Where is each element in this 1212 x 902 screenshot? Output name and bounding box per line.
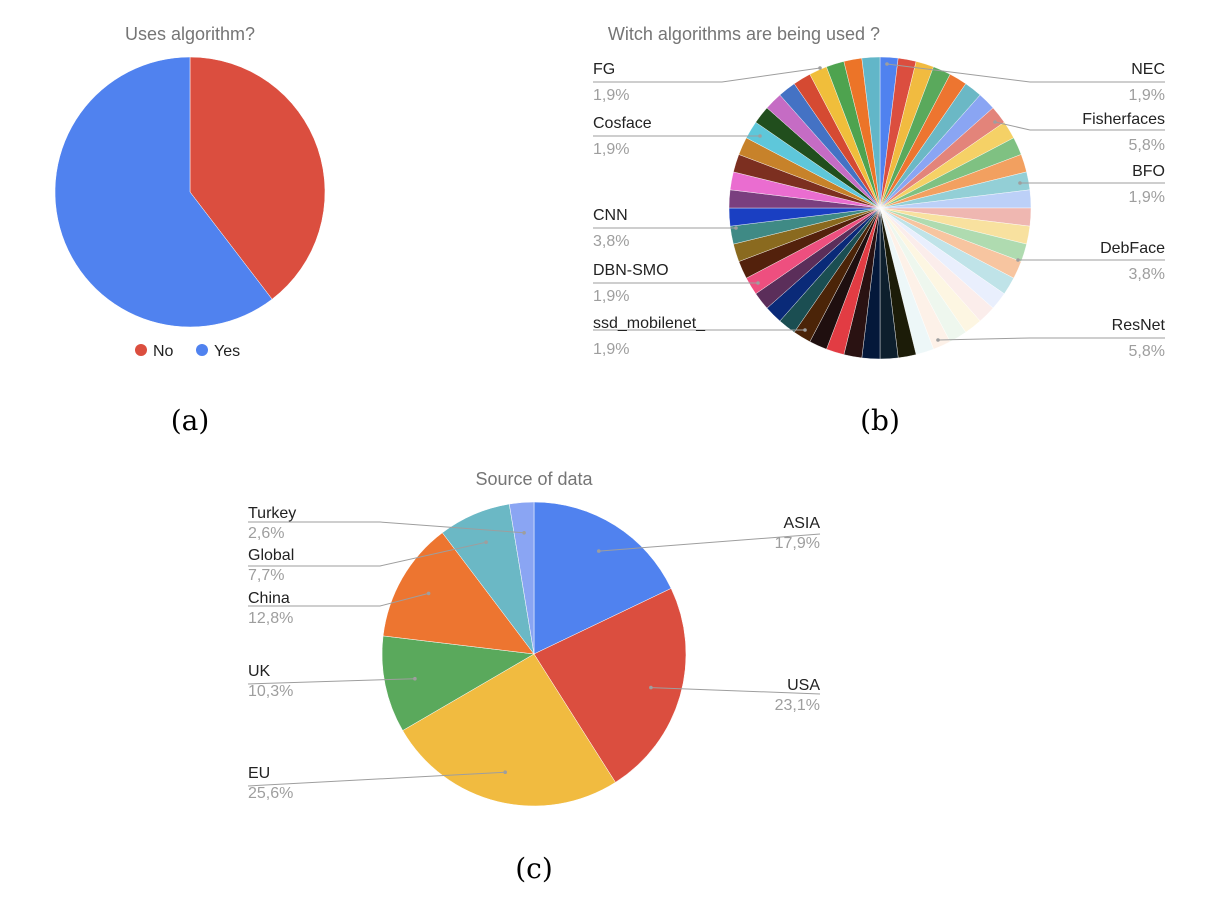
pie-slice-yes <box>54 56 273 328</box>
leader-line-asia <box>598 533 821 552</box>
pie-slice-usa <box>533 588 687 783</box>
leader-dot-cosface <box>758 134 762 138</box>
slice-label-fisherfaces: Fisherfaces <box>1082 111 1165 128</box>
slice-pct-fg: 1,9% <box>593 87 629 104</box>
leader-dot-dbn-smo <box>756 281 760 285</box>
slice-label-dbn-smo: DBN-SMO <box>593 262 669 279</box>
slice-label-ssd-mobilenet: ssd_mobilenet_ <box>593 315 706 332</box>
slice-pct-eu: 25,6% <box>248 785 293 802</box>
slice-label-cosface: Cosface <box>593 115 652 132</box>
leader-dot-uk <box>413 676 417 681</box>
legend-swatch-yes <box>196 344 208 356</box>
slice-pct-usa: 23,1% <box>775 697 820 714</box>
chart-a: Uses algorithm? No Yes (a) <box>54 24 326 437</box>
leader-line-uk <box>247 678 415 685</box>
slice-pct-asia: 17,9% <box>775 535 820 552</box>
slice-label-uk: UK <box>248 663 271 680</box>
pie-slice-eu <box>402 653 616 807</box>
leader-line-resnet <box>937 337 1165 341</box>
leader-line-turkey <box>248 521 525 534</box>
leader-dot-global <box>484 540 488 544</box>
slice-label-debface: DebFace <box>1100 240 1165 257</box>
leader-dot-turkey <box>522 531 526 535</box>
caption-a: (a) <box>171 404 210 437</box>
slice-pct-resnet: 5,8% <box>1129 343 1165 360</box>
slice-pct-dbn-smo: 1,9% <box>593 288 629 305</box>
leader-line-usa <box>650 687 821 695</box>
slice-pct-debface: 3,8% <box>1129 266 1165 283</box>
chart-c-title: Source of data <box>475 469 593 489</box>
leader-dot-nec <box>885 62 889 66</box>
slice-pct-nec: 1,9% <box>1129 87 1165 104</box>
pie-slice-asia <box>533 501 672 655</box>
slice-label-turkey: Turkey <box>248 505 296 522</box>
slice-label-eu: EU <box>248 765 270 782</box>
pie-slice-uk <box>381 635 535 731</box>
leader-dot-eu <box>503 770 508 774</box>
slice-label-nec: NEC <box>1131 61 1165 78</box>
chart-c-labels: ASIA 17,9% USA 23,1% EU 25,6% UK 10,3% China 12,8… <box>247 505 821 802</box>
leader-line-nec <box>886 63 1165 83</box>
slice-label-global: Global <box>248 547 294 564</box>
legend-label-yes: Yes <box>214 343 240 360</box>
caption-c: (c) <box>515 852 553 885</box>
chart-a-pie <box>54 56 326 328</box>
slice-pct-fisherfaces: 5,8% <box>1129 137 1165 154</box>
chart-c: Source of data ASIA 17,9% USA 23,1% EU 25,6% U… <box>247 469 821 885</box>
chart-b-title: Witch algorithms are being used ? <box>608 24 880 44</box>
leader-dot-resnet <box>936 338 940 342</box>
leader-line-fg <box>593 67 821 83</box>
leader-dot-usa <box>649 685 653 690</box>
chart-a-legend: No Yes <box>135 343 240 360</box>
slice-pct-cnn: 3,8% <box>593 233 629 250</box>
slice-pct-bfo: 1,9% <box>1129 189 1165 206</box>
chart-b-labels: FG 1,9% Cosface 1,9% CNN 3,8% DBN-SMO 1,9% ssd_m… <box>593 61 1166 360</box>
leader-dot-cnn <box>734 226 738 230</box>
leader-line-global <box>248 541 487 567</box>
chart-c-pie <box>381 501 687 807</box>
slice-pct-turkey: 2,6% <box>248 525 284 542</box>
slice-pct-china: 12,8% <box>248 610 293 627</box>
slice-pct-uk: 10,3% <box>248 683 293 700</box>
leader-line-eu <box>247 771 506 787</box>
slice-pct-cosface: 1,9% <box>593 141 629 158</box>
leader-line-china <box>248 592 429 607</box>
chart-b: Witch algorithms are being used ? FG 1,9%… <box>593 24 1166 437</box>
slice-label-asia: ASIA <box>784 515 821 532</box>
leader-dot-asia <box>597 549 601 553</box>
leader-dot-debface <box>1016 258 1020 262</box>
leader-dot-fg <box>818 66 822 70</box>
slice-pct-ssd-mobilenet: 1,9% <box>593 341 629 358</box>
leader-line-fisherfaces <box>994 121 1165 131</box>
legend-label-no: No <box>153 343 174 360</box>
pie-slice <box>861 56 881 209</box>
slice-label-bfo: BFO <box>1132 163 1165 180</box>
chart-b-pie <box>728 56 1032 360</box>
leader-dot-fisherfaces <box>993 120 997 124</box>
legend-swatch-no <box>135 344 147 356</box>
slice-label-usa: USA <box>787 677 820 694</box>
slice-label-china: China <box>248 590 290 607</box>
leader-dot-ssd-mobilenet <box>803 328 807 332</box>
leader-dot-bfo <box>1018 181 1022 185</box>
pie-slice-turkey <box>508 501 535 655</box>
slice-label-fg: FG <box>593 61 615 78</box>
pie-slice-no <box>189 56 326 300</box>
slice-label-resnet: ResNet <box>1112 317 1166 334</box>
caption-b: (b) <box>860 404 900 437</box>
slice-pct-global: 7,7% <box>248 567 284 584</box>
leader-dot-china <box>426 591 431 596</box>
pie-slice-china <box>382 532 535 655</box>
chart-a-title: Uses algorithm? <box>125 24 255 44</box>
slice-label-cnn: CNN <box>593 207 628 224</box>
